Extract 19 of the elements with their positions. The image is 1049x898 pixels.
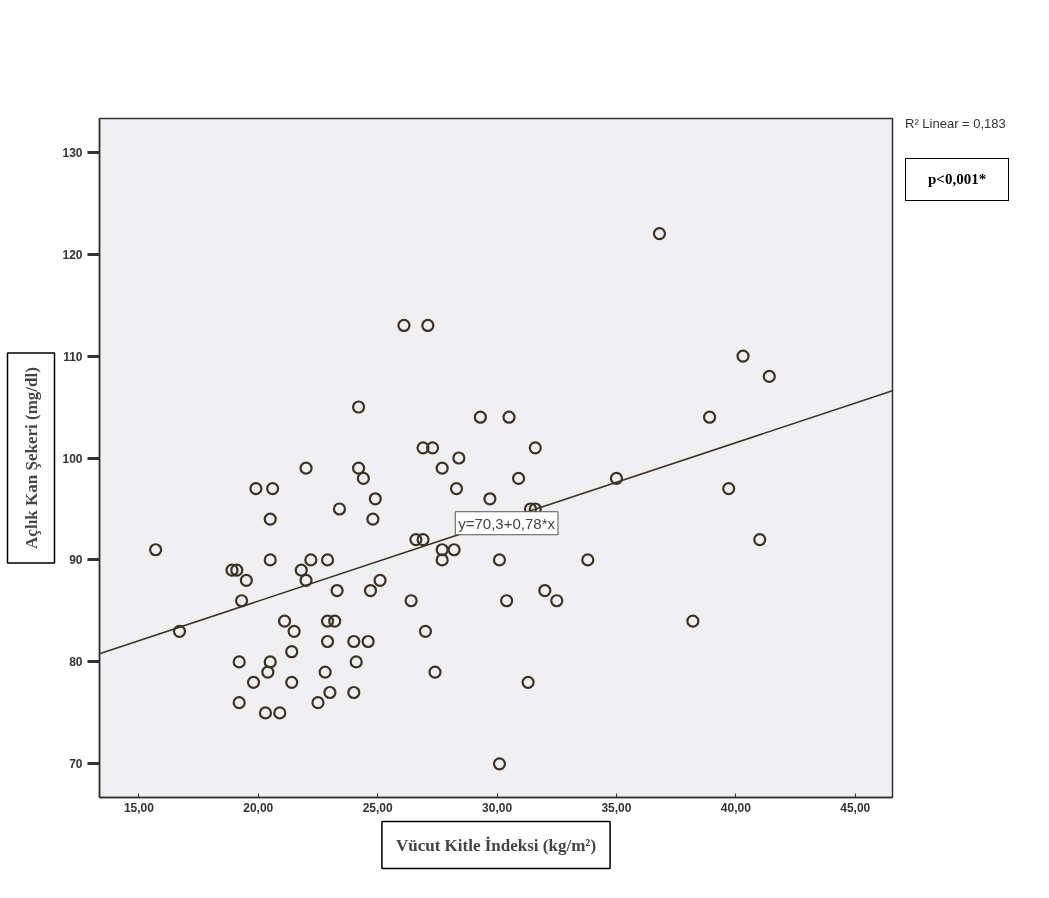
y-tick-label: 90 xyxy=(69,553,83,568)
text: R² Linear = 0,183 xyxy=(905,115,1007,133)
y-tick-label: 100 xyxy=(62,451,83,466)
x-tick-label: 15,00 xyxy=(123,800,155,815)
y-tick-label: 110 xyxy=(63,349,83,364)
x-tick-label: 45,00 xyxy=(840,800,871,815)
y-tick-label: 80 xyxy=(69,655,83,670)
text: p<0,001* xyxy=(905,157,1010,201)
x-tick-label: 35,00 xyxy=(601,800,632,815)
x-tick-label: 20,00 xyxy=(243,800,274,815)
y-tick-label: 70 xyxy=(69,757,83,772)
x-tick-label: 40,00 xyxy=(720,800,752,815)
y-axis-title: Açlık Kan Şekeri (mg/dl) xyxy=(21,367,41,549)
y-tick-label: 120 xyxy=(62,247,83,262)
y-tick-label: 130 xyxy=(62,145,83,160)
x-tick-label: 30,00 xyxy=(482,800,513,815)
x-axis-title: Vücut Kitle İndeksi (kg/m²) xyxy=(395,835,597,855)
x-tick-label: 25,00 xyxy=(362,800,394,815)
annotation: y=70,3+0,78*x xyxy=(458,514,556,532)
